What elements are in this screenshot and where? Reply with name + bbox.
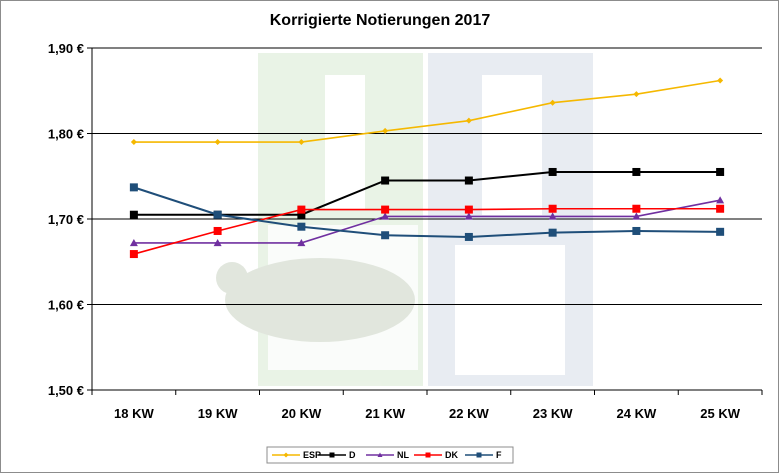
data-point — [717, 77, 724, 84]
data-point — [716, 196, 725, 204]
data-point — [329, 452, 335, 458]
x-tick-label: 22 KW — [449, 406, 489, 421]
y-tick-label: 1,70 € — [48, 212, 84, 227]
series-dk — [129, 204, 725, 259]
series-line — [133, 199, 721, 244]
x-tick-label: 20 KW — [282, 406, 322, 421]
data-point — [129, 238, 138, 247]
data-point — [548, 228, 557, 237]
data-point — [381, 231, 390, 240]
legend-label: DK — [445, 450, 458, 460]
series-line — [133, 207, 721, 255]
y-tick-label: 1,60 € — [48, 298, 84, 313]
x-tick-label: 24 KW — [617, 406, 657, 421]
data-point — [283, 452, 289, 458]
series-line — [133, 170, 721, 216]
data-point — [213, 226, 222, 235]
data-point — [213, 238, 222, 247]
data-point — [129, 210, 138, 219]
y-tick-label: 1,50 € — [48, 383, 84, 398]
legend-item-nl: NL — [366, 450, 409, 460]
data-point — [465, 117, 472, 124]
data-point — [213, 210, 222, 219]
x-tick-label: 23 KW — [533, 406, 573, 421]
data-point — [632, 204, 641, 213]
series-layer — [129, 77, 725, 259]
data-point — [716, 167, 725, 176]
data-point — [464, 176, 473, 185]
data-point — [632, 167, 641, 176]
watermark-logo — [216, 53, 593, 386]
series-f — [129, 183, 725, 241]
series-nl — [129, 196, 725, 247]
series-line — [133, 79, 721, 143]
x-axis-ticks: 18 KW 19 KW 20 KW 21 KW 22 KW 23 KW 24 KW 25 KW — [114, 406, 741, 421]
x-tick-label: 19 KW — [198, 406, 238, 421]
data-point — [716, 227, 725, 236]
data-point — [129, 250, 138, 259]
legend-label: F — [496, 450, 502, 460]
data-point — [464, 212, 473, 220]
legend-item-f: F — [465, 450, 502, 460]
y-tick-label: 1,90 € — [48, 41, 84, 56]
y-tick-label: 1,80 € — [48, 127, 84, 142]
data-point — [297, 222, 306, 231]
x-tick-label: 25 KW — [700, 406, 740, 421]
data-point — [381, 176, 390, 185]
data-point — [632, 226, 641, 235]
chart-title: Korrigierte Notierungen 2017 — [270, 12, 491, 29]
legend-item-dk: DK — [414, 450, 458, 460]
data-point — [298, 139, 305, 146]
data-point — [464, 205, 473, 214]
legend-item-d: D — [318, 450, 356, 460]
data-point — [297, 205, 306, 214]
data-point — [548, 167, 557, 176]
data-point — [297, 210, 306, 219]
data-point — [633, 91, 640, 98]
legend-label: D — [349, 450, 356, 460]
data-point — [297, 238, 306, 247]
data-point — [549, 99, 556, 106]
legend-label: ESP — [303, 450, 321, 460]
y-axis-ticks: 1,50 € 1,60 € 1,70 € 1,80 € 1,90 € — [48, 41, 84, 398]
grid-lines — [92, 47, 762, 305]
axes — [87, 47, 763, 395]
data-point — [129, 183, 138, 192]
data-point — [632, 212, 641, 220]
data-point — [548, 212, 557, 220]
data-point — [130, 139, 137, 146]
data-point — [464, 232, 473, 241]
series-line — [133, 186, 721, 238]
data-point — [377, 452, 383, 457]
data-point — [381, 212, 390, 220]
legend: ESP D NL DK F — [266, 446, 514, 464]
data-point — [548, 204, 557, 213]
legend-item-esp: ESP — [272, 450, 321, 460]
data-point — [382, 127, 389, 134]
x-tick-label: 18 KW — [114, 406, 154, 421]
data-point — [716, 204, 725, 213]
x-tick-label: 21 KW — [365, 406, 405, 421]
data-point — [425, 452, 431, 458]
data-point — [476, 452, 482, 458]
data-point — [381, 205, 390, 214]
legend-label: NL — [397, 450, 409, 460]
series-esp — [130, 77, 724, 146]
data-point — [214, 139, 221, 146]
